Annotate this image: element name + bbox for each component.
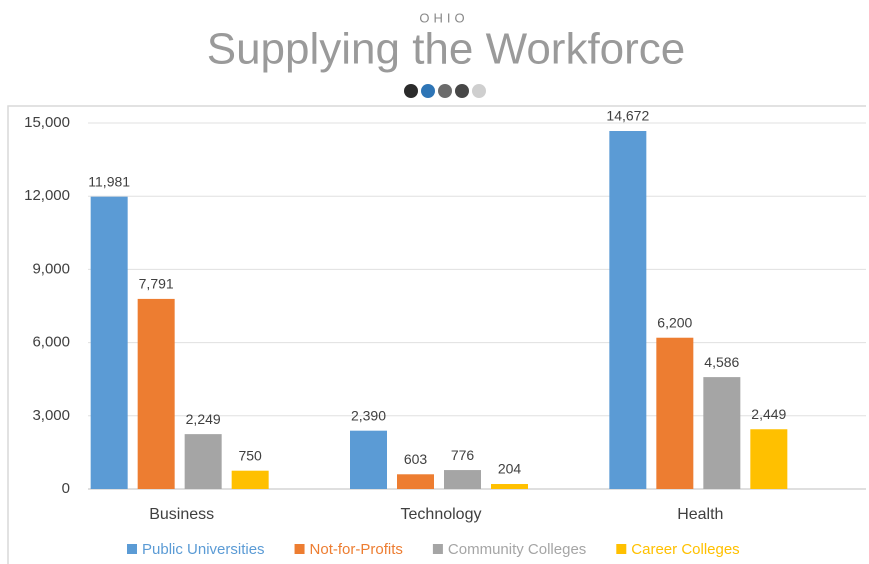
data-label: 2,249 bbox=[186, 411, 221, 427]
data-label: 204 bbox=[498, 461, 522, 477]
data-label: 2,449 bbox=[751, 406, 786, 422]
chart-frame bbox=[7, 105, 866, 564]
dot bbox=[404, 84, 418, 98]
dot bbox=[472, 84, 486, 98]
legend-swatch bbox=[432, 544, 443, 554]
data-label: 14,672 bbox=[606, 108, 649, 124]
dot bbox=[421, 84, 435, 98]
legend-swatch bbox=[616, 544, 627, 554]
bar bbox=[90, 196, 128, 489]
chart-supertitle: OHIO bbox=[419, 10, 468, 25]
data-label: 7,791 bbox=[139, 276, 174, 292]
y-tick-label: 6,000 bbox=[32, 334, 70, 351]
data-label: 6,200 bbox=[657, 314, 692, 330]
bar bbox=[231, 470, 269, 489]
data-label: 2,390 bbox=[351, 407, 386, 423]
decorative-dots bbox=[404, 84, 486, 98]
x-tick-label: Business bbox=[149, 506, 214, 523]
bar bbox=[350, 430, 387, 489]
data-label: 11,981 bbox=[88, 173, 130, 189]
bar bbox=[397, 474, 434, 489]
legend-label: Community Colleges bbox=[448, 541, 586, 558]
dot bbox=[438, 84, 452, 98]
legend-label: Not-for-Profits bbox=[310, 541, 403, 558]
legend-swatch bbox=[294, 544, 305, 554]
y-tick-label: 15,000 bbox=[24, 114, 70, 131]
bar bbox=[184, 434, 222, 489]
legend-label: Career Colleges bbox=[631, 541, 739, 558]
legend-swatch bbox=[127, 544, 137, 554]
x-tick-label: Technology bbox=[401, 506, 482, 523]
bar bbox=[656, 337, 694, 489]
bar bbox=[750, 429, 788, 489]
data-label: 4,586 bbox=[704, 354, 739, 370]
chart-title: Supplying the Workforce bbox=[207, 25, 686, 74]
y-tick-label: 3,000 bbox=[32, 407, 70, 424]
bar bbox=[703, 377, 741, 489]
y-tick-label: 12,000 bbox=[24, 187, 70, 204]
bar bbox=[444, 470, 481, 489]
bar bbox=[491, 484, 528, 489]
y-tick-label: 9,000 bbox=[32, 260, 70, 277]
x-tick-label: Health bbox=[677, 506, 723, 523]
data-label: 750 bbox=[238, 447, 262, 463]
y-tick-label: 0 bbox=[62, 480, 70, 497]
legend-label: Public Universities bbox=[142, 541, 265, 558]
dot bbox=[455, 84, 469, 98]
bar bbox=[609, 131, 647, 489]
bar bbox=[137, 298, 175, 489]
data-label: 776 bbox=[451, 447, 475, 463]
data-label: 603 bbox=[404, 451, 428, 467]
